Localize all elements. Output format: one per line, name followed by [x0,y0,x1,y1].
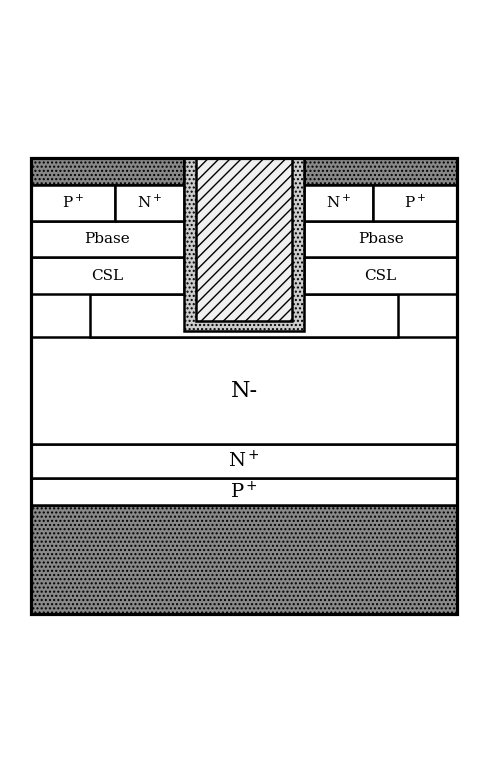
Text: P$^+$: P$^+$ [404,195,427,212]
Bar [31,337,457,444]
Bar [31,505,457,614]
Bar [31,444,457,478]
Text: P+: P+ [232,302,256,316]
Bar [304,257,457,294]
Bar [196,158,292,321]
Bar [90,294,398,337]
Bar [31,158,457,614]
Text: Pbase: Pbase [358,232,404,246]
Bar [184,158,304,185]
Bar [115,185,184,221]
Text: CSL: CSL [365,269,397,283]
Bar [304,158,457,185]
Bar [31,221,184,257]
Text: N$^+$: N$^+$ [325,195,351,212]
Bar [184,158,304,331]
Bar [31,158,184,185]
Text: P$^+$: P$^+$ [61,195,84,212]
Bar [31,185,115,221]
Bar [304,221,457,257]
Text: Pbase: Pbase [84,232,130,246]
Text: P$^+$: P$^+$ [230,481,258,502]
Bar [373,185,457,221]
Text: N$^+$: N$^+$ [228,451,260,472]
Text: CSL: CSL [91,269,123,283]
Bar [31,478,457,505]
Text: N-: N- [230,380,258,402]
Text: N$^+$: N$^+$ [137,195,163,212]
Bar [31,257,184,294]
Bar [304,185,373,221]
